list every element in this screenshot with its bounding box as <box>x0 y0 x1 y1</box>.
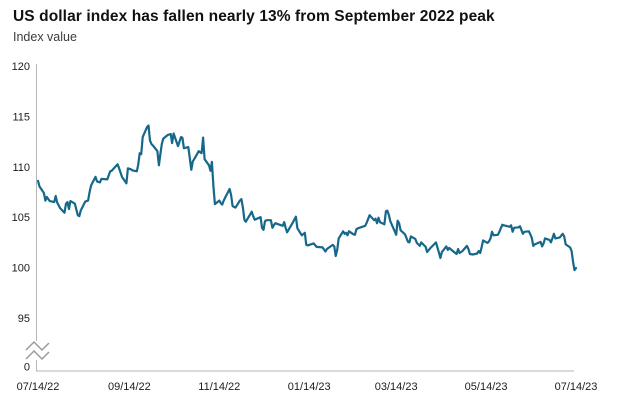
x-tick-label: 07/14/23 <box>555 381 598 393</box>
y-tick-label: 105 <box>12 212 30 224</box>
x-tick-label: 11/14/22 <box>198 381 240 393</box>
x-tick-label: 03/14/23 <box>375 381 418 393</box>
y-tick-label: 110 <box>12 162 30 174</box>
x-tick-label: 09/14/22 <box>108 381 151 393</box>
y-tick-label: 95 <box>18 313 30 325</box>
x-tick-label: 01/14/23 <box>288 381 331 393</box>
x-tick-label: 07/14/22 <box>17 381 60 393</box>
axis-break-icon <box>25 340 50 352</box>
y-tick-label-zero: 0 <box>24 362 30 374</box>
x-tick-label: 05/14/23 <box>465 381 508 393</box>
dollar-index-series-line <box>36 124 578 272</box>
chart-subtitle: Index value <box>13 30 77 44</box>
y-tick-label: 100 <box>12 263 30 275</box>
chart-title: US dollar index has fallen nearly 13% fr… <box>13 8 495 25</box>
axis-break-icon <box>25 349 50 361</box>
y-tick-label: 115 <box>12 111 30 123</box>
y-tick-label: 120 <box>12 61 30 73</box>
